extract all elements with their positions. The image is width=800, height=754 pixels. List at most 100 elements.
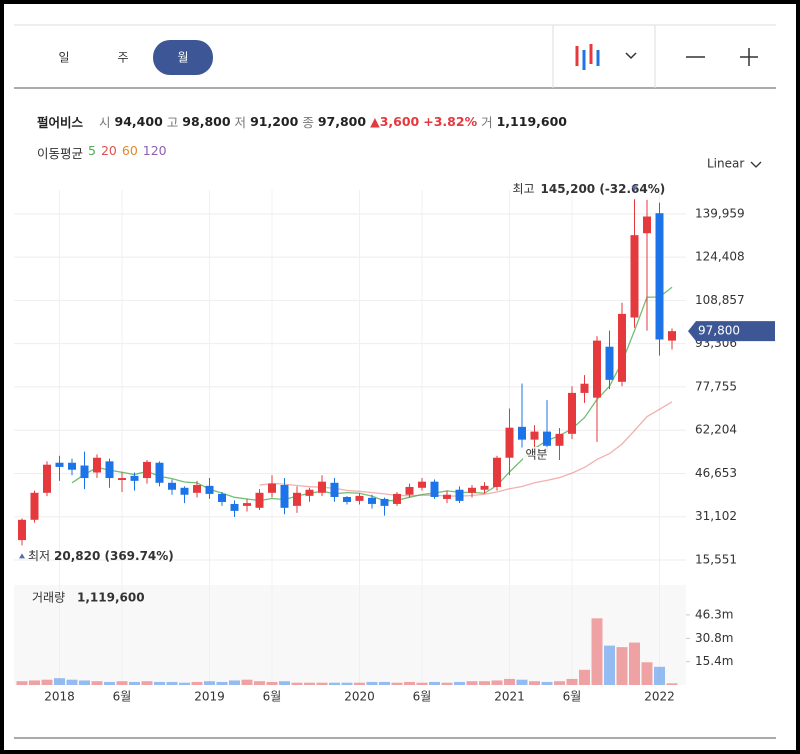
volume-bar (41, 679, 53, 685)
high-marker (631, 186, 638, 192)
volume-bar (354, 682, 365, 685)
candle-body (118, 478, 126, 481)
volume-bar (366, 681, 378, 685)
volume-bar (404, 681, 415, 685)
candle-body (143, 461, 151, 479)
candle-body (543, 431, 551, 446)
candle-body (493, 457, 501, 487)
y-tick-label: 15,551 (695, 552, 737, 566)
volume-bar (104, 681, 115, 685)
candle-body (405, 486, 414, 495)
dropdown-icon[interactable] (750, 161, 762, 168)
volume-bar (154, 681, 165, 685)
x-tick-label: 6월 (413, 690, 432, 704)
candle-body (580, 383, 589, 393)
last-price-tag (688, 321, 775, 342)
candle-body (230, 503, 239, 511)
x-tick-label: 6월 (113, 690, 132, 704)
low-marker (19, 553, 25, 559)
volume-bar (579, 669, 590, 685)
ma-period: 120 (142, 143, 167, 158)
chart-type-icon[interactable] (575, 44, 600, 70)
volume-bar (629, 642, 640, 685)
candle-body (393, 493, 401, 504)
scale-mode[interactable]: Linear (707, 157, 744, 171)
candle-body (380, 498, 389, 506)
y-tick-label: 139,959 (695, 206, 745, 220)
volume-bar (654, 666, 665, 685)
tab[interactable]: 월 (177, 51, 188, 65)
volume-bar (429, 681, 440, 685)
x-tick-label: 2021 (494, 690, 525, 704)
volume-bar (266, 681, 278, 685)
candle-body (93, 457, 101, 473)
candle-body (318, 481, 326, 493)
x-tick-label: 2020 (344, 690, 375, 704)
panel: 일 주 월 Linear 15,551 31,102 46,653 62,204 77,… (4, 4, 796, 750)
volume-bar (541, 681, 553, 685)
volume-bar (341, 682, 353, 685)
dropdown-icon[interactable] (625, 52, 637, 60)
y-tick-label: 31,102 (695, 509, 737, 523)
x-tick-label: 2019 (194, 690, 225, 704)
quote-label: 거 (481, 115, 493, 130)
candle-body (655, 213, 664, 340)
x-tick-label: 6월 (563, 690, 582, 704)
v-tick-label: 15.4m (695, 654, 733, 668)
volume-bar (116, 681, 128, 685)
candle-body (455, 489, 464, 501)
quote-header: 펄어비스 시 94,400 고 98,800 저 91,200 종 97,800 ▲ 3,… (37, 112, 567, 131)
candle-body (305, 489, 314, 496)
volume-bar (591, 618, 603, 685)
volume-bar (29, 680, 40, 685)
volume-bar (54, 678, 65, 685)
tab[interactable]: 일 (58, 51, 69, 65)
up-arrow: ▲ (370, 114, 380, 129)
quote-label: 종 (302, 115, 314, 130)
chart: 일 주 월 Linear 15,551 31,102 46,653 62,204 77,… (14, 24, 776, 739)
candle-body (268, 483, 276, 493)
volume-bar (566, 678, 578, 685)
zoom-in[interactable] (740, 48, 758, 66)
volume-bar (279, 681, 290, 685)
volume-bar (241, 679, 253, 685)
volume-bar (191, 681, 203, 685)
volume-bar (604, 645, 615, 685)
candle-body (55, 462, 64, 467)
volume-bar (491, 680, 503, 685)
candle-body (605, 346, 614, 380)
ma-period: 20 (100, 143, 117, 158)
candle-body (130, 475, 139, 481)
volume-bar (204, 681, 215, 685)
candle-body (43, 464, 51, 493)
candle-body (105, 461, 114, 479)
quote-value: 91,200 (250, 114, 299, 129)
volume-bar (416, 682, 428, 685)
quote-value: 97,800 (317, 114, 367, 129)
candle-body (518, 426, 526, 440)
tab-selected[interactable] (153, 40, 213, 75)
volume-bar (166, 681, 178, 685)
volume-label: 거래량 (32, 591, 65, 605)
volume-bar (216, 681, 228, 685)
x-tick-label: 2018 (44, 690, 75, 704)
v-tick-label: 46.3m (695, 607, 733, 621)
volume-value: 1,119,600 (77, 591, 145, 605)
candle-body (505, 427, 514, 458)
volume-bar (379, 681, 390, 685)
candle-body (568, 392, 576, 434)
candle-body (430, 481, 439, 497)
high-text: 145,200 (-32.64%) (541, 182, 666, 196)
volume-bar (554, 681, 565, 685)
candle-body (193, 485, 201, 493)
candle-body (343, 496, 351, 502)
candle-body (630, 235, 639, 318)
tab[interactable]: 주 (117, 51, 128, 65)
x-tick-label: 2022 (644, 690, 675, 704)
stock-name: 펄어비스 (37, 115, 84, 130)
volume-bar (179, 682, 190, 685)
y-tick-label: 124,408 (695, 250, 745, 264)
low-label: 최저 (28, 549, 50, 563)
volume-bar (391, 682, 403, 685)
